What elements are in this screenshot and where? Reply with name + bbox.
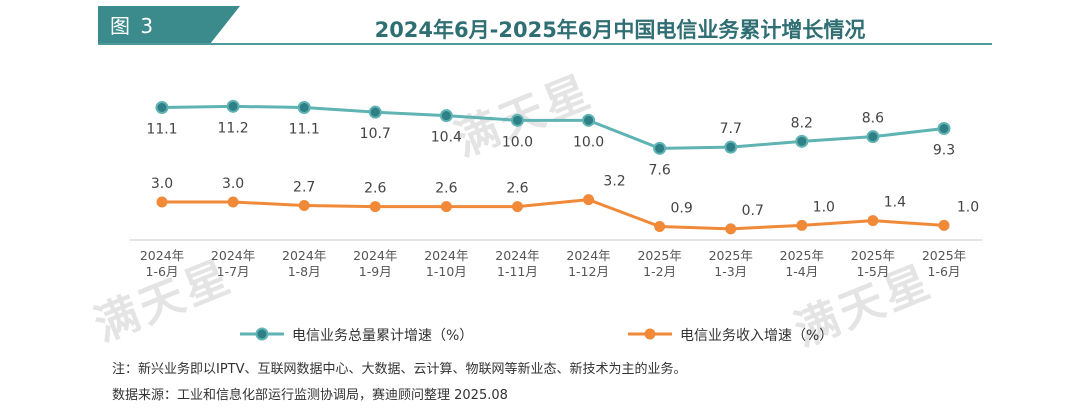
data-label: 8.6 (862, 111, 884, 127)
data-point (510, 113, 524, 127)
data-point (583, 194, 595, 206)
figure-label: 图 3 (110, 14, 156, 38)
data-label: 3.0 (222, 176, 244, 192)
data-point (226, 99, 240, 113)
x-tick-label: 2024年 1-7月 (211, 248, 255, 279)
header-rule (98, 43, 992, 45)
data-point (795, 134, 809, 148)
x-tick-label: 2024年 1-8月 (282, 248, 326, 279)
data-point (155, 101, 169, 114)
legend-label: 电信业务总量累计增速（%） (292, 328, 474, 344)
data-label: 2.6 (364, 181, 386, 197)
data-point (297, 101, 311, 114)
data-point (937, 122, 951, 135)
data-point (938, 219, 950, 231)
data-point (654, 221, 666, 232)
data-label: 10.4 (431, 130, 462, 146)
chart-title: 2024年6月-2025年6月中国电信业务累计增长情况 (374, 18, 866, 42)
data-label: 10.7 (360, 126, 391, 142)
data-label: 2.6 (435, 181, 457, 197)
data-point (156, 196, 168, 208)
legend-label: 电信业务收入增速（%） (680, 328, 834, 344)
data-label: 2.7 (293, 180, 315, 196)
data-label: 11.1 (146, 122, 177, 138)
source-note: 数据来源：工业和信息化部运行监测协调局，赛迪顾问整理 2025.08 (112, 388, 508, 403)
data-point (511, 201, 523, 213)
data-label: 10.0 (573, 134, 604, 150)
series-line-revenue (162, 198, 945, 231)
legend-line-marker-orange (628, 328, 672, 340)
data-point (440, 201, 452, 213)
data-label: 8.2 (791, 115, 813, 131)
x-tick-label: 2025年 1-2月 (637, 248, 681, 279)
data-point (368, 105, 382, 119)
data-label: 7.6 (649, 162, 671, 178)
data-label: 0.9 (671, 201, 693, 217)
data-label: 1.4 (884, 195, 906, 211)
data-label: 7.7 (720, 121, 742, 137)
figure-badge (98, 6, 240, 44)
data-label: 2.6 (506, 181, 528, 197)
x-tick-label: 2025年 1-4月 (780, 248, 824, 279)
data-label: 0.7 (742, 203, 764, 219)
series-line-total (161, 104, 945, 150)
data-point (439, 109, 453, 123)
x-tick-label: 2024年 1-6月 (140, 248, 184, 279)
data-point (796, 219, 808, 231)
data-point (866, 130, 880, 144)
data-label: 11.1 (289, 122, 320, 138)
data-point (369, 201, 381, 213)
data-label: 1.0 (957, 199, 979, 215)
data-point (227, 196, 239, 208)
data-point (725, 223, 737, 235)
data-label: 3.2 (603, 174, 625, 190)
x-tick-label: 2025年 1-6月 (922, 248, 966, 279)
x-tick-label: 2024年 1-12月 (566, 248, 610, 279)
data-point (582, 113, 596, 127)
data-label: 1.0 (813, 199, 835, 215)
data-point (298, 200, 310, 211)
data-point (724, 140, 738, 154)
x-tick-label: 2024年 1-10月 (424, 248, 468, 279)
data-label: 10.0 (502, 134, 533, 150)
x-tick-label: 2024年 1-9月 (353, 248, 397, 279)
x-tick-label: 2025年 1-5月 (851, 248, 895, 279)
footnote: 注：新兴业务即以IPTV、互联网数据中心、大数据、云计算、物联网等新业态、新技术… (112, 362, 687, 377)
data-label: 11.2 (218, 120, 249, 136)
x-tick-label: 2025年 1-3月 (709, 248, 753, 279)
legend-line-marker-teal (240, 327, 284, 341)
data-label: 9.3 (933, 143, 955, 159)
x-tick-label: 2024年 1-11月 (495, 248, 539, 279)
data-point (867, 215, 879, 227)
data-point (653, 141, 667, 155)
data-label: 3.0 (151, 176, 173, 192)
